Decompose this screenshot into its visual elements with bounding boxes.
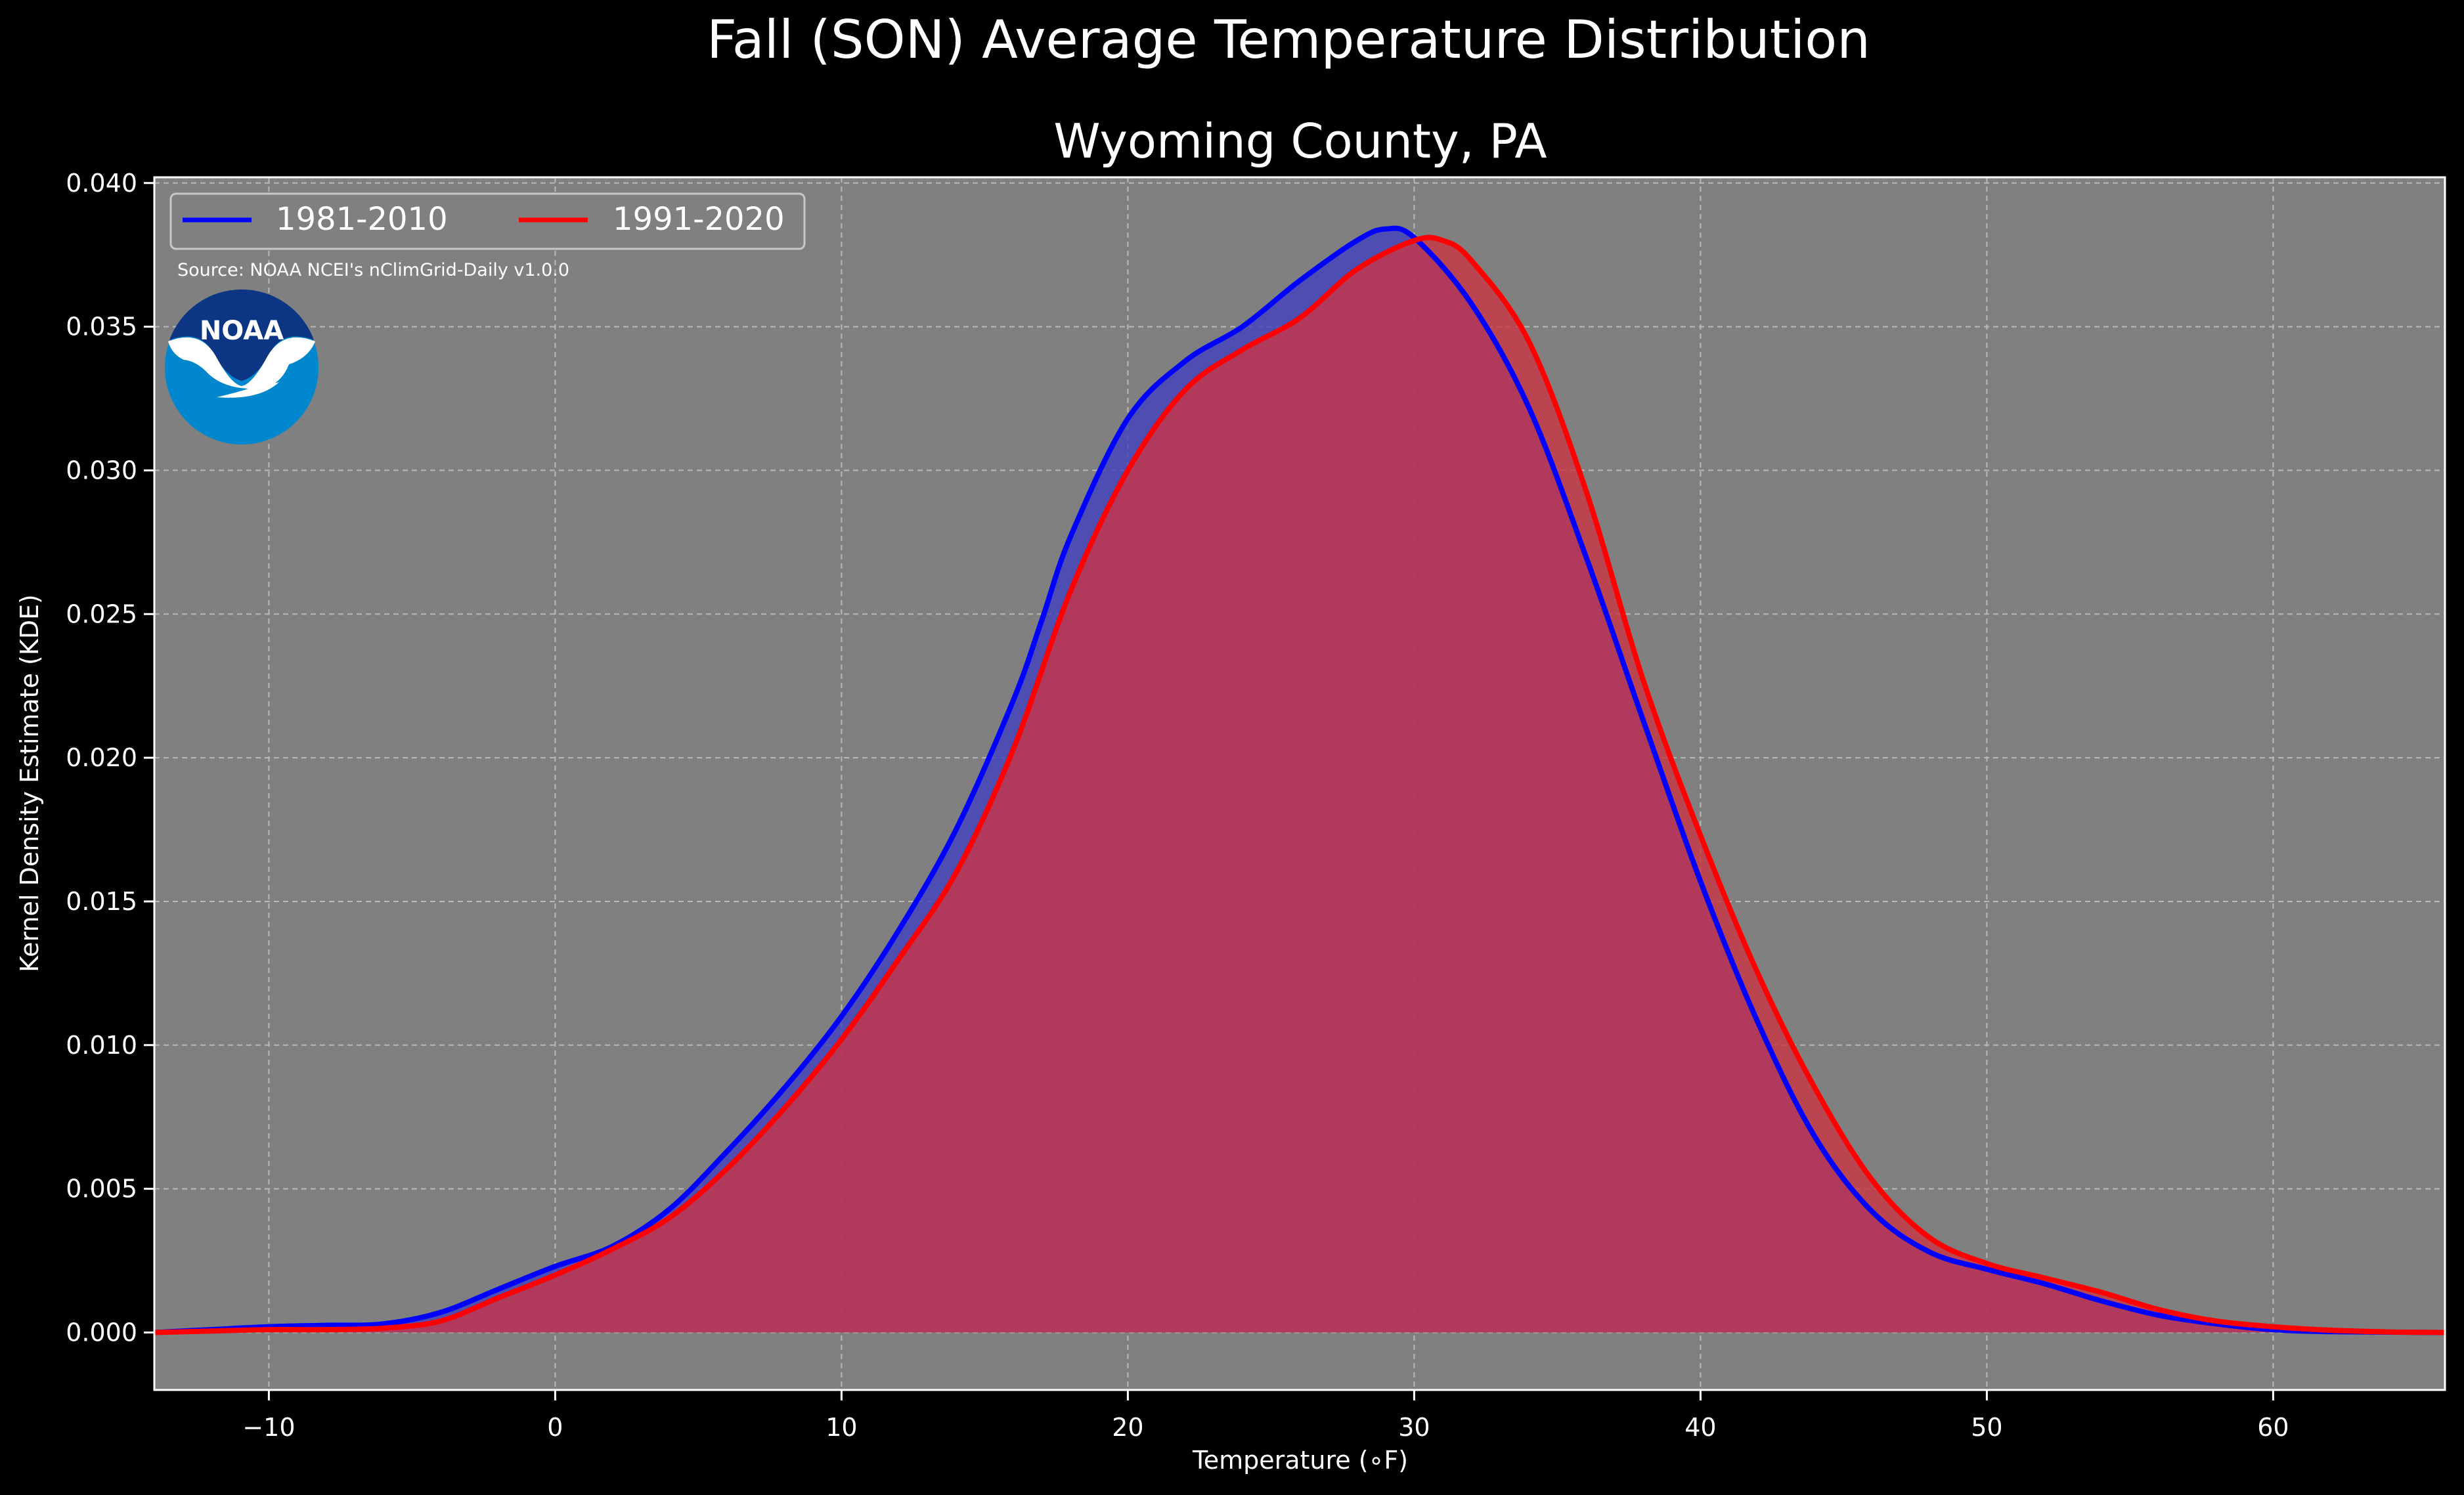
x-tick-label-4: 30 — [1398, 1413, 1430, 1442]
x-axis-ticks: −10 0 10 20 30 40 50 60 — [242, 1390, 2289, 1442]
x-tick-label-7: 60 — [2257, 1413, 2289, 1442]
y-axis-label: Kernel Density Estimate (KDE) — [15, 594, 44, 972]
x-tick-label-1: 0 — [547, 1413, 563, 1442]
y-tick-label-2: 0.010 — [66, 1031, 137, 1060]
noaa-logo-gull — [168, 337, 315, 398]
x-tick-label-2: 10 — [825, 1413, 857, 1442]
y-tick-label-4: 0.020 — [66, 743, 137, 772]
area-fill-1991-2020 — [154, 237, 2445, 1333]
y-tick-label-1: 0.005 — [66, 1175, 137, 1203]
x-tick-label-3: 20 — [1112, 1413, 1143, 1442]
series-line-1991-2020 — [154, 234, 2446, 1335]
x-tick-label-0: −10 — [242, 1413, 295, 1442]
y-tick-label-7: 0.035 — [66, 313, 137, 341]
area-fills — [154, 228, 2445, 1333]
legend-label-1991-2020: 1991-2020 — [613, 201, 785, 238]
plot-frame — [153, 176, 2446, 1391]
series-lines — [154, 225, 2446, 1335]
chart-subtitle: Wyoming County, PA — [1053, 114, 1547, 169]
y-axis-ticks: 0.000 0.005 0.010 0.015 0.020 0.025 0.030 0.035… — [66, 169, 154, 1347]
legend-label-1981-2010: 1981-2010 — [276, 201, 448, 238]
source-note: Source: NOAA NCEI's nClimGrid-Daily v1.0… — [177, 260, 569, 280]
y-tick-label-6: 0.030 — [66, 456, 137, 485]
series-line-1981-2010 — [154, 225, 2446, 1335]
noaa-logo-text: NOAA — [200, 316, 284, 346]
y-tick-label-3: 0.015 — [66, 887, 137, 916]
x-tick-label-5: 40 — [1684, 1413, 1716, 1442]
x-tick-label-6: 50 — [1971, 1413, 2002, 1442]
y-tick-label-0: 0.000 — [66, 1318, 137, 1347]
x-axis-label: Temperature (∘F) — [1192, 1446, 1408, 1475]
legend: 1981-2010 1991-2020 — [169, 192, 806, 250]
y-tick-label-5: 0.025 — [66, 599, 137, 628]
chart-title: Fall (SON) Average Temperature Distribut… — [707, 9, 1870, 70]
noaa-logo: NOAA — [165, 289, 319, 444]
noaa-logo-top — [169, 289, 314, 381]
y-tick-label-8: 0.040 — [66, 169, 137, 198]
legend-box — [169, 192, 806, 250]
